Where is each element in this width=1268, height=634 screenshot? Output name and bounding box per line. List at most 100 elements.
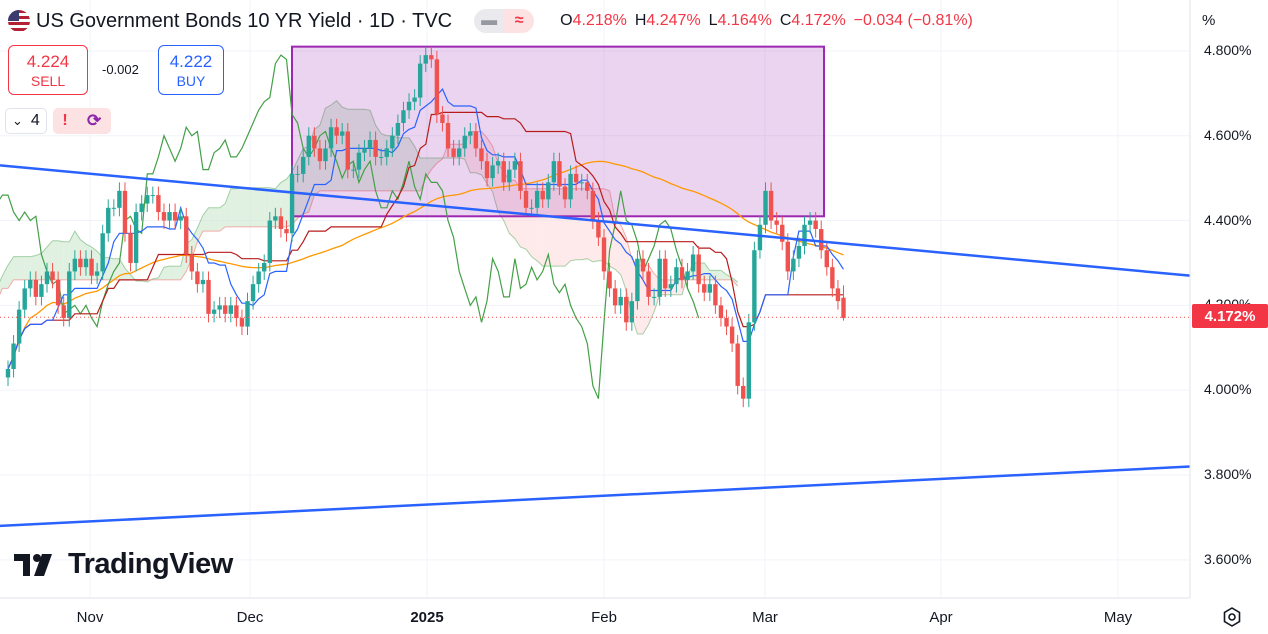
chart-header: US Government Bonds 10 YR Yield · 1D · T… bbox=[8, 8, 973, 34]
candle bbox=[200, 271, 206, 293]
candle bbox=[406, 93, 412, 119]
cloud-segment bbox=[253, 187, 259, 227]
cloud-segment bbox=[258, 187, 265, 227]
candle-body bbox=[685, 271, 690, 280]
candle bbox=[395, 114, 401, 145]
lower-trendline bbox=[0, 465, 1191, 528]
sell-button[interactable]: 4.224 SELL bbox=[8, 45, 88, 95]
candle bbox=[412, 89, 417, 111]
candle-body bbox=[735, 343, 740, 386]
candle bbox=[579, 173, 584, 191]
settings-icon[interactable] bbox=[1221, 606, 1243, 628]
candle-body bbox=[713, 284, 718, 306]
cloud-segment bbox=[2, 265, 8, 289]
alert-button[interactable]: ! ⟳ bbox=[52, 108, 111, 134]
candle-body bbox=[334, 127, 339, 136]
candle-body bbox=[67, 271, 72, 319]
collapse-button[interactable]: ⌄ 4 bbox=[5, 108, 47, 134]
candle bbox=[172, 203, 178, 230]
candle bbox=[167, 203, 172, 230]
candle-body bbox=[757, 224, 763, 251]
cloud-segment bbox=[46, 240, 53, 280]
candle-body bbox=[774, 220, 779, 225]
candle-body bbox=[351, 169, 356, 171]
candle bbox=[128, 224, 133, 272]
spread-value: -0.002 bbox=[102, 62, 139, 77]
candle-body bbox=[50, 271, 55, 280]
candle-body bbox=[362, 148, 367, 153]
sync-icon[interactable]: ⟳ bbox=[86, 111, 102, 130]
candle-body bbox=[824, 250, 829, 268]
candle bbox=[78, 250, 83, 276]
candle bbox=[707, 275, 713, 302]
candle-body bbox=[340, 131, 345, 136]
candle-body bbox=[702, 284, 707, 293]
cloud-segment bbox=[392, 135, 398, 191]
candle bbox=[696, 245, 701, 293]
status-pill[interactable]: ▬ ≈ bbox=[474, 9, 535, 33]
high-value: 4.247% bbox=[646, 12, 701, 29]
cloud-segment bbox=[225, 188, 231, 227]
candle bbox=[440, 106, 445, 132]
cloud-segment bbox=[30, 255, 36, 280]
candle bbox=[94, 262, 100, 285]
candle-body bbox=[490, 165, 495, 179]
candle bbox=[523, 182, 529, 217]
tenkan-sen-line bbox=[7, 87, 845, 370]
candle-body bbox=[679, 267, 685, 280]
candle bbox=[256, 262, 261, 293]
candle bbox=[234, 296, 239, 327]
cloud-segment bbox=[336, 100, 343, 191]
wave-icon[interactable]: ≈ bbox=[504, 9, 535, 33]
candle-body bbox=[312, 135, 317, 149]
candle-body bbox=[646, 271, 651, 297]
minus-icon[interactable]: ▬ bbox=[474, 9, 505, 33]
candle-body bbox=[139, 203, 144, 213]
cloud-segment bbox=[704, 262, 710, 280]
candle-body bbox=[495, 161, 501, 166]
candle bbox=[757, 216, 763, 259]
symbol-title[interactable]: US Government Bonds 10 YR Yield · 1D · T… bbox=[36, 9, 453, 32]
candle-body bbox=[106, 207, 111, 234]
buy-button[interactable]: 4.222 BUY bbox=[158, 45, 224, 95]
candle bbox=[512, 152, 518, 179]
candle bbox=[223, 296, 228, 323]
candle-body bbox=[663, 258, 668, 289]
buy-label: BUY bbox=[176, 73, 206, 89]
cloud-segment bbox=[609, 190, 616, 270]
candle-body bbox=[145, 195, 150, 204]
candle bbox=[33, 271, 39, 306]
candle-body bbox=[468, 131, 473, 136]
cloud-segment bbox=[537, 188, 543, 267]
candle bbox=[774, 212, 779, 234]
candle-body bbox=[195, 271, 200, 285]
candle-body bbox=[791, 258, 796, 272]
cloud-segment bbox=[119, 258, 125, 280]
candle bbox=[278, 207, 284, 238]
us-flag-icon bbox=[8, 10, 30, 32]
candle-body bbox=[317, 148, 323, 162]
candle bbox=[746, 313, 752, 408]
candle-body bbox=[390, 135, 395, 149]
cloud-segment bbox=[152, 277, 159, 280]
cloud-segment bbox=[425, 157, 432, 179]
candle bbox=[752, 241, 757, 331]
candle bbox=[607, 262, 612, 297]
collapse-count: 4 bbox=[30, 112, 40, 129]
candle bbox=[651, 288, 657, 306]
cloud-segment bbox=[80, 239, 86, 280]
candle bbox=[456, 139, 462, 166]
tradingview-logo[interactable]: TradingView bbox=[14, 548, 233, 581]
cloud-segment bbox=[565, 188, 571, 267]
candle bbox=[50, 262, 55, 289]
ohlc-readout: O4.218% H4.247% L4.164% C4.172% −0.034 (… bbox=[560, 12, 973, 30]
cloud-segment bbox=[208, 207, 215, 232]
candle-body bbox=[367, 139, 373, 149]
candle bbox=[568, 165, 573, 208]
cloud-segment bbox=[626, 237, 632, 316]
candle-body bbox=[841, 297, 846, 319]
cloud-segment bbox=[364, 109, 371, 191]
candle bbox=[802, 216, 807, 255]
candle-body bbox=[568, 173, 573, 200]
